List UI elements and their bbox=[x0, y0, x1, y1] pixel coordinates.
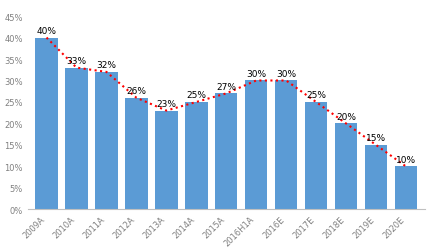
Text: 23%: 23% bbox=[156, 100, 176, 109]
Bar bbox=[155, 111, 178, 210]
Text: 25%: 25% bbox=[306, 91, 326, 100]
Bar bbox=[35, 38, 58, 210]
Bar bbox=[245, 81, 267, 210]
Bar bbox=[95, 73, 118, 210]
Bar bbox=[335, 124, 357, 210]
Bar bbox=[395, 167, 417, 210]
Text: 20%: 20% bbox=[336, 112, 356, 121]
Bar bbox=[185, 103, 208, 210]
Text: 30%: 30% bbox=[246, 70, 266, 79]
Bar bbox=[215, 94, 238, 210]
Text: 40%: 40% bbox=[36, 27, 57, 36]
Text: 26%: 26% bbox=[127, 87, 146, 96]
Bar bbox=[275, 81, 297, 210]
Bar bbox=[305, 103, 327, 210]
Text: 27%: 27% bbox=[216, 82, 236, 91]
Text: 33%: 33% bbox=[66, 57, 87, 66]
Text: 32%: 32% bbox=[97, 61, 116, 70]
Text: 30%: 30% bbox=[276, 70, 296, 79]
Bar bbox=[65, 68, 88, 210]
Bar bbox=[125, 98, 148, 210]
Bar bbox=[365, 145, 387, 210]
Text: 25%: 25% bbox=[186, 91, 206, 100]
Text: 10%: 10% bbox=[396, 155, 416, 164]
Text: 15%: 15% bbox=[366, 134, 386, 143]
